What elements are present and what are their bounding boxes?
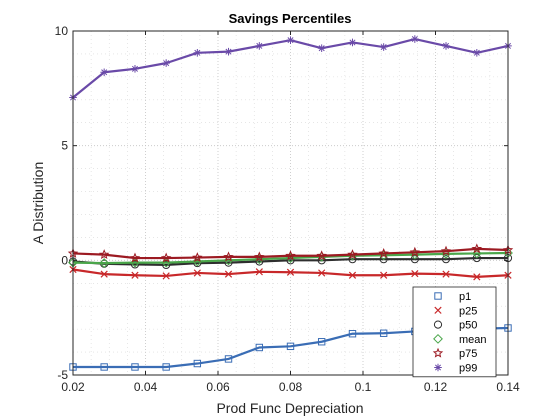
data-point-p99 [286, 36, 295, 44]
x-tick-label: 0.06 [206, 380, 230, 394]
data-point-p1 [193, 359, 202, 368]
x-tick-label: 0.04 [134, 380, 158, 394]
axis-ticks: 0.02 0.04 0.06 0.08 0.1 0.12 0.14 -5 0 5 10 [55, 24, 520, 394]
data-point-p99 [193, 48, 202, 57]
legend-item-p25: p25 [434, 305, 477, 317]
x-tick-label: 0.1 [355, 380, 372, 394]
x-axis-label: Prod Func Depreciation [216, 400, 363, 416]
data-point-p75 [409, 246, 421, 257]
data-point-p75 [316, 250, 327, 261]
series-line-p75 [72, 247, 509, 260]
legend-item-p50: p50 [433, 320, 477, 332]
data-point-p1 [255, 343, 264, 352]
data-point-p99 [131, 65, 139, 73]
data-point-p25 [162, 272, 170, 280]
data-point-p99 [442, 42, 450, 50]
data-point-p25 [224, 270, 233, 278]
data-point-p1 [317, 338, 326, 346]
legend-item-p75: p75 [432, 347, 477, 360]
data-point-p75 [192, 252, 203, 263]
data-point-p25 [318, 269, 326, 277]
data-point-mean [192, 256, 203, 267]
data-point-mean [99, 258, 110, 268]
data-point-p50 [162, 260, 171, 270]
x-tick-label: 0.12 [424, 380, 448, 394]
data-point-p50 [441, 255, 451, 264]
legend: p1 p25 p50 mean p75 p99 [412, 286, 497, 378]
data-point-p99 [348, 38, 357, 47]
data-point-p1 [162, 363, 170, 371]
data-point-p75 [254, 251, 265, 262]
data-point-p1 [286, 342, 295, 351]
data-point-p50 [130, 260, 140, 269]
data-point-p25 [255, 268, 263, 276]
data-point-p99 [100, 68, 108, 77]
legend-marker [434, 363, 442, 372]
data-point-p75 [378, 247, 389, 258]
data-point-p75 [223, 251, 234, 262]
x-tick-label: 0.02 [61, 380, 85, 394]
y-tick-label: 10 [55, 24, 69, 38]
legend-marker [434, 306, 442, 314]
legend-label: p75 [459, 348, 477, 360]
chart-title: Savings Percentiles [229, 11, 352, 26]
data-point-p25 [286, 268, 295, 276]
legend-item-p1: p1 [434, 291, 471, 303]
y-tick-label: -5 [57, 368, 68, 382]
data-point-p75 [347, 249, 358, 260]
data-point-p75 [440, 245, 452, 256]
legend-item-p99: p99 [434, 363, 477, 375]
series-p25 [69, 265, 512, 281]
y-axis-label: A Distribution [30, 162, 46, 244]
series-line-p50 [72, 256, 508, 267]
legend-box [412, 286, 497, 378]
legend-label: p50 [459, 320, 477, 332]
data-point-p25 [193, 269, 201, 277]
data-point-mean [223, 255, 234, 266]
data-point-p99 [411, 35, 419, 43]
legend-marker [434, 292, 442, 300]
data-point-p99 [317, 44, 326, 52]
data-point-p1 [131, 363, 139, 371]
data-point-p1 [100, 363, 108, 371]
data-point-p99 [473, 48, 481, 57]
legend-label: p99 [459, 363, 477, 375]
data-point-p25 [442, 270, 450, 278]
legend-item-mean: mean [433, 333, 487, 346]
legend-label: p1 [459, 291, 471, 303]
data-point-p75 [98, 249, 110, 260]
data-point-p25 [348, 271, 357, 279]
data-point-p99 [379, 43, 388, 51]
data-point-p25 [411, 270, 419, 278]
legend-marker [433, 333, 443, 344]
legend-marker [432, 347, 444, 358]
data-point-mean [441, 249, 451, 259]
data-point-p25 [100, 270, 108, 278]
x-tick-label: 0.14 [496, 380, 520, 394]
y-tick-label: 5 [61, 139, 68, 153]
legend-label: mean [459, 334, 487, 346]
data-point-p1 [224, 355, 233, 363]
data-point-p99 [162, 59, 170, 67]
data-point-p1 [379, 329, 388, 337]
legend-marker [433, 320, 443, 329]
x-tick-label: 0.08 [279, 380, 303, 394]
data-point-p75 [471, 243, 483, 254]
data-point-p75 [285, 250, 296, 261]
data-point-p75 [129, 252, 141, 263]
legend-label: p25 [459, 305, 477, 317]
data-point-p25 [380, 271, 388, 279]
series-p75 [67, 243, 514, 263]
data-point-p25 [473, 273, 481, 281]
data-point-p1 [348, 330, 357, 338]
data-point-p99 [224, 47, 233, 56]
data-point-p99 [255, 42, 264, 50]
y-tick-label: 0 [61, 253, 68, 267]
data-point-p25 [131, 271, 139, 279]
data-point-p75 [160, 252, 172, 263]
